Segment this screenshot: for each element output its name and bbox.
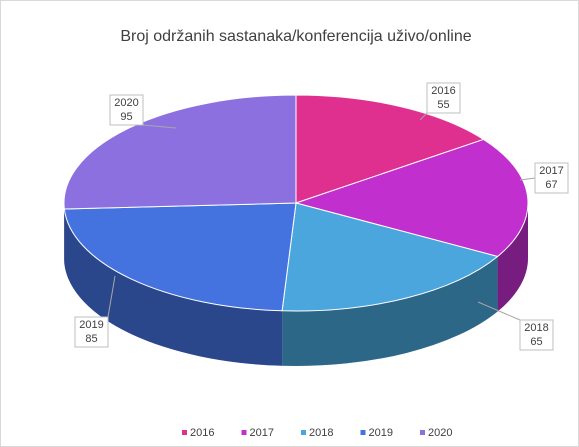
slice-side	[282, 256, 498, 366]
slice	[281, 202, 499, 312]
data-label-box	[74, 316, 109, 348]
data-label-box	[519, 319, 554, 351]
slice-side	[64, 209, 283, 366]
legend-label: 2020	[428, 427, 452, 439]
data-label-category: 2020	[114, 97, 138, 109]
legend-label: 2018	[309, 427, 333, 439]
leader-line	[419, 112, 428, 121]
legend-swatch	[420, 430, 425, 435]
data-label-box	[109, 94, 144, 126]
data-label-category: 2019	[79, 319, 103, 331]
leader-line	[519, 177, 536, 181]
legend-swatch	[182, 430, 187, 435]
leader-line	[107, 275, 116, 318]
slice	[295, 94, 485, 204]
slice-side-shade	[497, 203, 528, 312]
legend-label: 2017	[250, 427, 274, 439]
data-label-value: 65	[530, 336, 542, 348]
leader-line	[142, 124, 177, 129]
legend-swatch	[360, 430, 366, 435]
leader-line	[477, 301, 521, 321]
data-label-value: 55	[437, 99, 449, 111]
slice	[63, 94, 297, 210]
slice-side-shade	[282, 256, 498, 366]
slice-side	[497, 203, 528, 312]
chart-title: Broj održanih sastanaka/konferencija uži…	[120, 28, 471, 45]
data-label-category: 2018	[524, 322, 548, 334]
slice	[63, 202, 297, 312]
legend-label: 2016	[190, 427, 214, 439]
legend-label: 2019	[369, 427, 393, 439]
legend-swatch	[301, 430, 306, 435]
data-label-value: 95	[120, 111, 132, 123]
data-label-category: 2017	[539, 165, 563, 177]
data-label-value: 67	[545, 179, 557, 191]
slice-side-shade	[64, 209, 283, 366]
data-label-box	[426, 82, 461, 114]
data-label-category: 2016	[431, 85, 455, 97]
slice	[294, 138, 529, 258]
legend-swatch	[241, 430, 247, 435]
data-label-value: 85	[85, 333, 97, 345]
data-label-box	[534, 162, 569, 194]
